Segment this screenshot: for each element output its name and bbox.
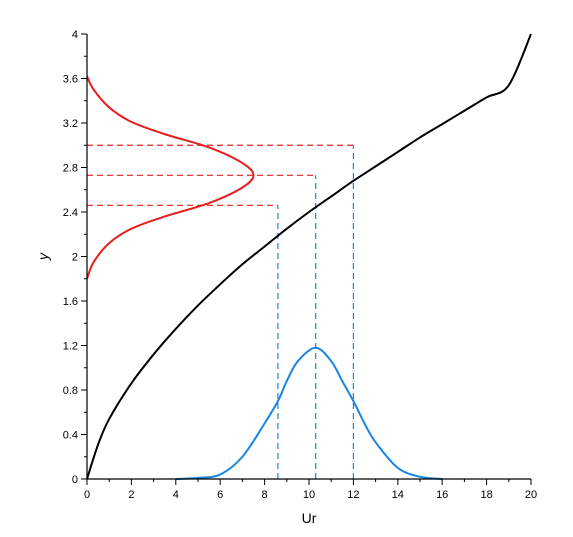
y-tick-label: 3.6 bbox=[63, 74, 78, 86]
y-tick-label: 0.4 bbox=[63, 430, 78, 442]
y-tick-label: 0 bbox=[72, 474, 78, 486]
x-tick-label: 14 bbox=[392, 489, 404, 501]
x-tick-label: 20 bbox=[525, 489, 537, 501]
x-tick-label: 2 bbox=[128, 489, 134, 501]
plot-area bbox=[86, 33, 532, 480]
x-tick-label: 16 bbox=[436, 489, 448, 501]
x-tick-label: 8 bbox=[262, 489, 268, 501]
x-tick-label: 10 bbox=[303, 489, 315, 501]
series-line-0 bbox=[86, 33, 532, 480]
x-axis-title: Ur bbox=[302, 510, 317, 526]
y-tick-label: 4 bbox=[72, 29, 78, 41]
y-tick-label: 1.6 bbox=[63, 296, 78, 308]
axes: 0 2 4 6 8 10 12 14 16 18 20 0 0.4 0.8 1.2 1.6 2 2.4 2.8 3.2… bbox=[63, 29, 537, 501]
x-tick-label: 12 bbox=[347, 489, 359, 501]
x-tick-label: 18 bbox=[480, 489, 492, 501]
y-tick-label: 2 bbox=[72, 252, 78, 264]
x-tick-label: 6 bbox=[217, 489, 223, 501]
y-tick-label: 0.8 bbox=[63, 385, 78, 397]
y-tick-label: 3.2 bbox=[63, 118, 78, 130]
x-tick-label: 0 bbox=[84, 489, 90, 501]
series-line-2 bbox=[86, 75, 255, 280]
series-line-1 bbox=[175, 346, 443, 480]
y-tick-label: 2.8 bbox=[63, 163, 78, 175]
y-tick-label: 1.2 bbox=[63, 341, 78, 353]
y-axis-title: y bbox=[35, 252, 51, 261]
y-tick-label: 2.4 bbox=[63, 207, 78, 219]
x-tick-label: 4 bbox=[173, 489, 179, 501]
